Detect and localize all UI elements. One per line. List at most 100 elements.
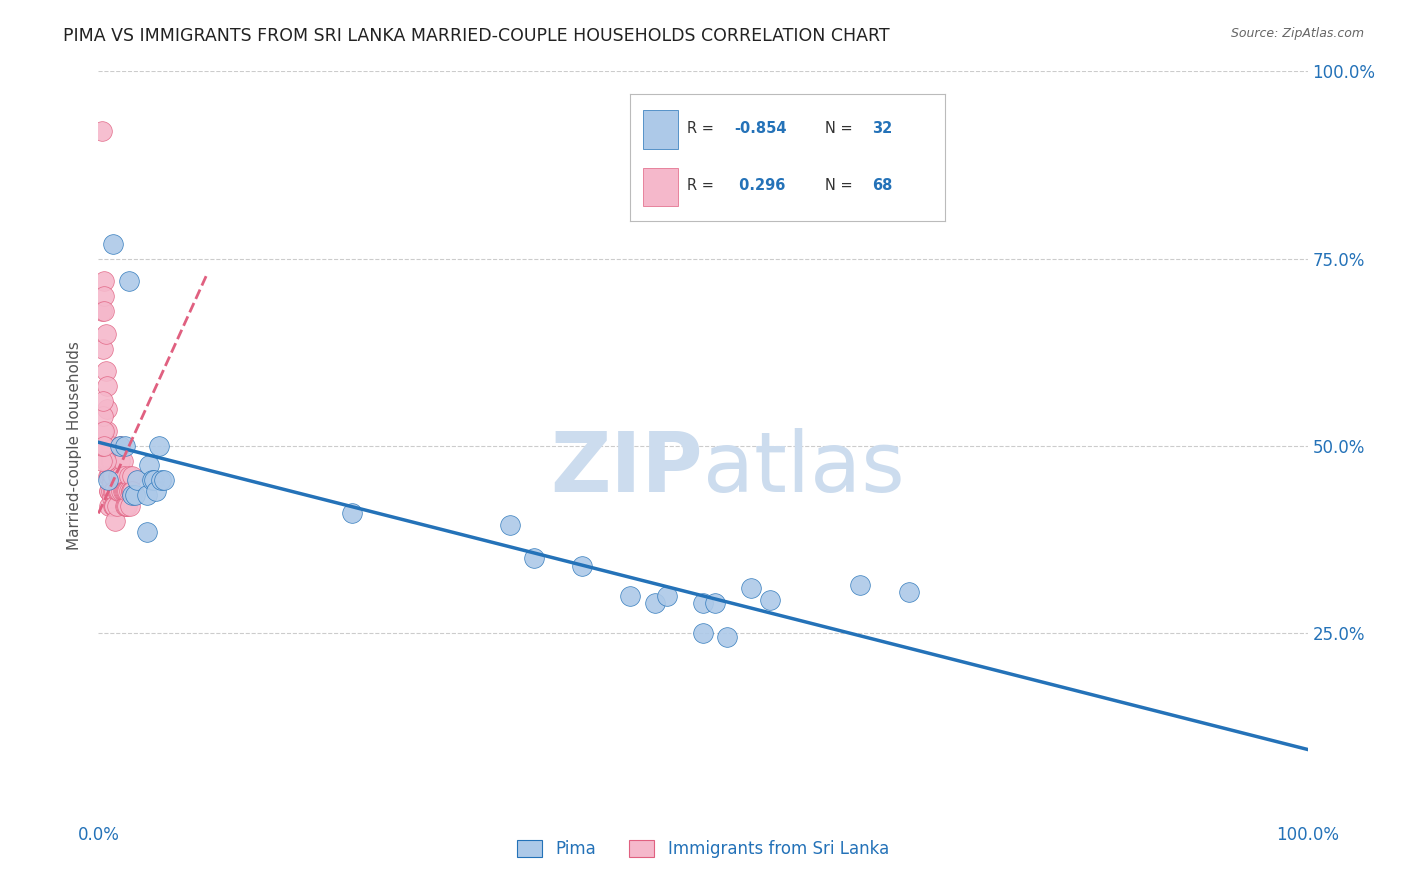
Point xyxy=(118,469,141,483)
Point xyxy=(114,483,136,498)
Point xyxy=(342,507,364,521)
Point xyxy=(101,499,124,513)
Point xyxy=(94,364,117,378)
Point xyxy=(141,473,163,487)
Point xyxy=(96,439,118,453)
Point xyxy=(897,585,920,599)
Point xyxy=(152,473,174,487)
Point xyxy=(103,499,125,513)
Point xyxy=(91,394,114,409)
Point xyxy=(110,483,132,498)
Point xyxy=(112,469,135,483)
Point xyxy=(91,454,114,468)
Point xyxy=(100,439,122,453)
Point xyxy=(100,483,122,498)
Point xyxy=(117,483,139,498)
Point xyxy=(101,469,124,483)
Point xyxy=(97,469,120,483)
Point xyxy=(101,483,124,498)
Point xyxy=(118,499,141,513)
Point xyxy=(124,488,146,502)
Point xyxy=(117,499,139,513)
Point xyxy=(93,289,115,303)
Point xyxy=(619,589,641,603)
Point xyxy=(98,469,121,483)
Text: PIMA VS IMMIGRANTS FROM SRI LANKA MARRIED-COUPLE HOUSEHOLDS CORRELATION CHART: PIMA VS IMMIGRANTS FROM SRI LANKA MARRIE… xyxy=(63,27,890,45)
Point xyxy=(135,488,157,502)
Point xyxy=(94,326,117,341)
Point xyxy=(118,483,141,498)
Point xyxy=(91,342,114,356)
Legend: Pima, Immigrants from Sri Lanka: Pima, Immigrants from Sri Lanka xyxy=(510,833,896,864)
Point xyxy=(96,379,118,393)
Point xyxy=(105,483,128,498)
Point xyxy=(120,483,142,498)
Point xyxy=(101,236,124,251)
Point xyxy=(498,517,520,532)
Point xyxy=(114,439,136,453)
Point xyxy=(135,525,157,540)
Point xyxy=(655,589,678,603)
Point xyxy=(93,424,115,438)
Point xyxy=(108,483,131,498)
Point xyxy=(150,473,173,487)
Point xyxy=(108,439,131,453)
Point xyxy=(692,596,714,610)
Point xyxy=(100,469,122,483)
Point xyxy=(740,582,762,596)
Point xyxy=(108,469,131,483)
Point xyxy=(91,124,114,138)
Point xyxy=(127,473,149,487)
Point xyxy=(97,473,120,487)
Text: ZIP: ZIP xyxy=(551,428,703,509)
Point xyxy=(523,551,546,566)
Point xyxy=(704,596,727,610)
Point xyxy=(103,499,125,513)
Point xyxy=(121,483,143,498)
Point xyxy=(94,454,117,468)
Point xyxy=(112,483,135,498)
Point xyxy=(849,577,872,591)
Text: Source: ZipAtlas.com: Source: ZipAtlas.com xyxy=(1230,27,1364,40)
Point xyxy=(148,439,170,453)
Point xyxy=(138,458,160,472)
Point xyxy=(143,473,166,487)
Point xyxy=(716,630,738,644)
Text: atlas: atlas xyxy=(703,428,904,509)
Point xyxy=(103,483,125,498)
Point xyxy=(91,424,114,438)
Point xyxy=(118,274,141,288)
Point xyxy=(91,439,114,453)
Point xyxy=(100,491,122,506)
Point xyxy=(100,476,122,491)
Point xyxy=(108,439,131,453)
Point xyxy=(692,626,714,640)
Point xyxy=(108,454,131,468)
Point xyxy=(571,558,593,573)
Point xyxy=(105,499,128,513)
Point xyxy=(107,483,129,498)
Point xyxy=(97,454,120,468)
Point xyxy=(121,469,143,483)
Point xyxy=(644,596,666,610)
Point xyxy=(145,483,167,498)
Point xyxy=(111,483,134,498)
Point xyxy=(96,401,118,416)
Point xyxy=(93,274,115,288)
Point xyxy=(111,454,134,468)
Point xyxy=(98,499,121,513)
Point xyxy=(121,488,143,502)
Y-axis label: Married-couple Households: Married-couple Households xyxy=(67,342,83,550)
Point xyxy=(114,499,136,513)
Point xyxy=(91,409,114,423)
Point xyxy=(100,454,122,468)
Point xyxy=(115,499,138,513)
Point xyxy=(120,483,142,498)
Point xyxy=(91,304,114,318)
Point xyxy=(104,514,127,528)
Point xyxy=(93,304,115,318)
Point xyxy=(115,483,138,498)
Point xyxy=(96,424,118,438)
Point xyxy=(93,439,115,453)
Point xyxy=(98,483,121,498)
